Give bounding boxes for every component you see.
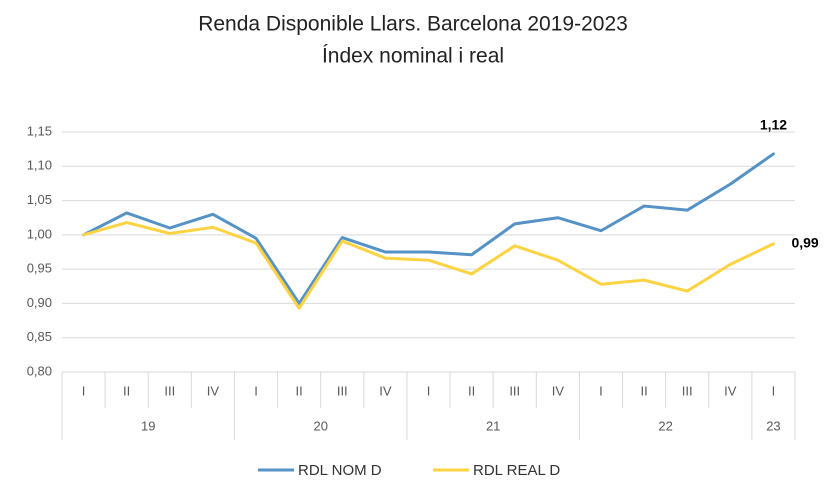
y-tick-label: 1,15	[27, 123, 52, 138]
x-tick-label: I	[427, 383, 431, 398]
y-tick-label: 0,80	[27, 363, 52, 378]
x-tick-label: IV	[552, 383, 565, 398]
chart-title: Renda Disponible Llars. Barcelona 2019-2…	[198, 13, 628, 36]
chart-subtitle: Índex nominal i real	[322, 45, 504, 68]
legend-label: RDL REAL D	[473, 462, 560, 479]
y-tick-label: 1,05	[27, 192, 52, 207]
series-line	[82, 221, 775, 310]
x-tick-label: IV	[207, 383, 220, 398]
x-tick-label: II	[640, 383, 647, 398]
x-tick-label: IV	[724, 383, 737, 398]
x-tick-label: III	[682, 383, 693, 398]
x-group-label: 19	[141, 418, 155, 433]
x-group-label: 21	[486, 418, 500, 433]
x-tick-label: III	[164, 383, 175, 398]
y-tick-label: 0,90	[27, 295, 52, 310]
data-label: 0,99	[791, 234, 818, 250]
x-tick-label: I	[254, 383, 258, 398]
y-tick-label: 0,85	[27, 329, 52, 344]
legend-label: RDL NOM D	[298, 462, 382, 479]
x-group-label: 20	[313, 418, 327, 433]
y-tick-label: 1,10	[27, 158, 52, 173]
x-tick-label: I	[599, 383, 603, 398]
x-tick-label: II	[468, 383, 475, 398]
x-group-label: 23	[766, 418, 780, 433]
x-tick-label: III	[337, 383, 348, 398]
y-tick-label: 1,00	[27, 226, 52, 241]
x-tick-label: I	[82, 383, 86, 398]
y-tick-label: 0,95	[27, 261, 52, 276]
x-tick-label: II	[296, 383, 303, 398]
x-group-label: 22	[658, 418, 672, 433]
x-tick-label: III	[509, 383, 520, 398]
x-tick-label: I	[772, 383, 776, 398]
data-label: 1,12	[760, 117, 787, 133]
series-line	[82, 152, 775, 305]
x-tick-label: II	[123, 383, 130, 398]
x-tick-label: IV	[379, 383, 392, 398]
